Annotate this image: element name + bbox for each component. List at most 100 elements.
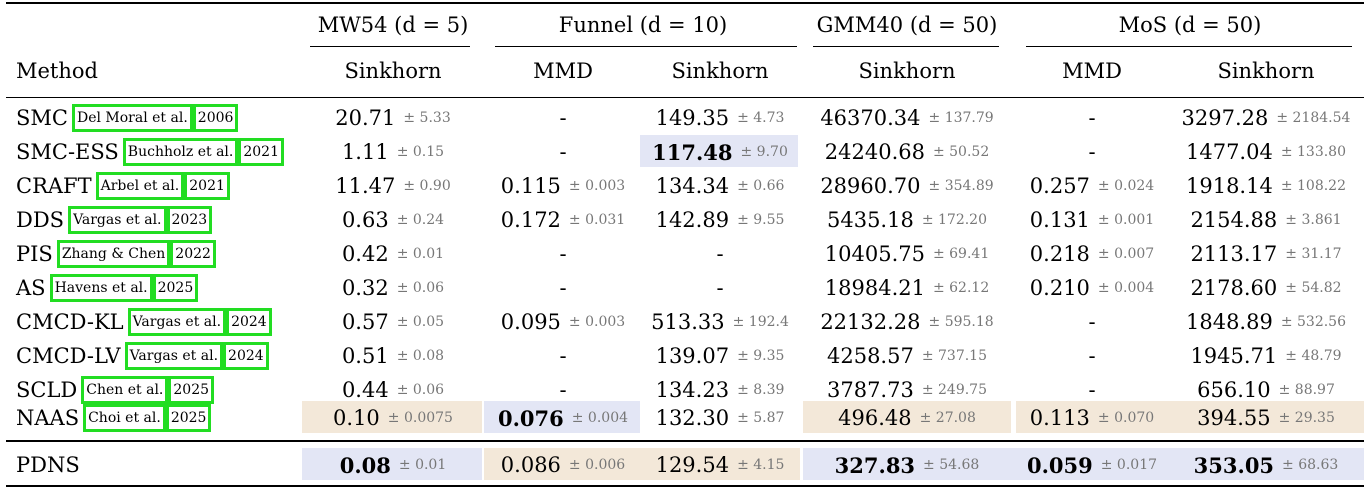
method-name: NAAS (16, 406, 80, 430)
cell-std: ± 31.17 (1285, 246, 1342, 262)
cell-std: ± 0.007 (1097, 246, 1155, 262)
citation-authors-link[interactable]: Del Moral et al. (71, 104, 193, 132)
citation[interactable]: Chen et al. 2025 (81, 376, 215, 404)
method-name: SMC (16, 106, 68, 130)
cell-std: ± 50.52 (932, 144, 990, 160)
row-dds-cell-3: 5435.18 ± 172.20 (800, 203, 1014, 237)
cell-value: - (716, 242, 724, 266)
cell-value: 2178.60 (1190, 276, 1278, 300)
highlight-best (640, 135, 798, 167)
citation-year-link[interactable]: 2021 (184, 172, 230, 200)
subheader-gmm40-sinkhorn: Sinkhorn (858, 59, 956, 83)
cell-std: ± 4.15 (737, 457, 785, 473)
group-title-mw54: MW54 (d = 5) (317, 13, 469, 37)
citation[interactable]: Buchholz et al. 2021 (122, 138, 284, 166)
cell-std: ± 0.90 (403, 178, 451, 194)
row-dds-cell-0: 0.63 ± 0.24 (300, 203, 486, 237)
citation[interactable]: Zhang & Chen 2022 (56, 240, 216, 268)
subheader-mos-mmd: MMD (1062, 59, 1122, 83)
row-cmcd-lv-cell-3: 4258.57 ± 737.15 (800, 339, 1014, 373)
citation-year-link[interactable]: 2025 (168, 376, 215, 404)
citation-year-link[interactable]: 2025 (152, 274, 199, 302)
citation-authors-link[interactable]: Chen et al. (81, 376, 169, 404)
cell-std: ± 737.15 (921, 348, 987, 364)
citation-authors-link[interactable]: Zhang & Chen (56, 240, 171, 268)
row-pis-cell-4: 0.218 ± 0.007 (1016, 237, 1168, 271)
cell-value: 0.44 (341, 378, 389, 402)
cell-std: ± 69.41 (932, 246, 990, 262)
cell-value: 513.33 (651, 310, 725, 334)
citation-authors-link[interactable]: Arbel et al. (95, 172, 185, 200)
cell-std: ± 249.75 (921, 382, 987, 398)
method-label: AS Havens et al. 2025 (16, 271, 199, 305)
bottom-rule (6, 485, 1364, 487)
row-as-cell-1: - (488, 271, 638, 305)
row-pis-cell-2: - (640, 237, 800, 271)
citation-year-link[interactable]: 2025 (165, 404, 212, 432)
citation[interactable]: Choi et al. 2025 (83, 404, 212, 432)
citation-year-link[interactable]: 2022 (170, 240, 216, 268)
row-scld-cell-5: 656.10 ± 88.97 (1168, 373, 1364, 407)
row-cmcd-kl-cell-4: - (1016, 305, 1168, 339)
citation-authors-link[interactable]: Vargas et al. (127, 308, 227, 336)
top-rule (6, 2, 1364, 4)
row-scld-cell-2: 134.23 ± 8.39 (640, 373, 800, 407)
cell-value: - (559, 344, 567, 368)
citation[interactable]: Vargas et al. 2024 (127, 308, 272, 336)
citation-authors-link[interactable]: Vargas et al. (124, 342, 224, 370)
citation-authors-link[interactable]: Buchholz et al. (122, 138, 239, 166)
citation-year-link[interactable]: 2023 (166, 206, 213, 234)
method-name: DDS (16, 208, 65, 232)
cmidrule-gmm40 (813, 46, 999, 47)
cell-std: ± 192.4 (732, 314, 789, 330)
row-cmcd-lv-cell-4: - (1016, 339, 1168, 373)
cell-value: 0.086 (500, 453, 561, 477)
cell-value: - (559, 378, 567, 402)
citation-year-link[interactable]: 2021 (238, 138, 284, 166)
cell-std: ± 0.006 (568, 457, 626, 473)
cell-value: - (559, 106, 567, 130)
citation[interactable]: Arbel et al. 2021 (95, 172, 230, 200)
citation-authors-link[interactable]: Havens et al. (49, 274, 153, 302)
row-pis-cell-3: 10405.75 ± 69.41 (800, 237, 1014, 271)
cell-value: 1848.89 (1185, 310, 1273, 334)
method-label: PDNS (16, 453, 80, 477)
citation-authors-link[interactable]: Choi et al. (83, 404, 166, 432)
cell-std: ± 0.017 (1100, 457, 1158, 473)
row-cmcd-lv-cell-0: 0.51 ± 0.08 (300, 339, 486, 373)
method-name: SMC-ESS (16, 140, 119, 164)
cell-std: ± 3.861 (1285, 212, 1342, 228)
cell-std: ± 68.63 (1282, 457, 1339, 473)
method-label: SMC Del Moral et al. 2006 (16, 101, 239, 135)
method-name: PIS (16, 242, 53, 266)
row-craft-cell-1: 0.115 ± 0.003 (488, 169, 638, 203)
row-cmcd-lv-cell-2: 139.07 ± 9.35 (640, 339, 800, 373)
cell-std: ± 0.003 (568, 314, 626, 330)
citation-year-link[interactable]: 2006 (192, 104, 239, 132)
cell-value: 3297.28 (1181, 106, 1269, 130)
cell-value: 149.35 (655, 106, 730, 130)
method-label: CMCD-KL Vargas et al. 2024 (16, 305, 272, 339)
highlight-second (803, 401, 1011, 433)
row-scld-cell-1: - (488, 373, 638, 407)
citation-year-link[interactable]: 2024 (226, 308, 272, 336)
citation[interactable]: Vargas et al. 2024 (124, 342, 269, 370)
row-craft-cell-4: 0.257 ± 0.024 (1016, 169, 1168, 203)
citation[interactable]: Del Moral et al. 2006 (71, 104, 239, 132)
row-smc-ess-cell-0: 1.11 ± 0.15 (300, 135, 486, 169)
cell-value: 22132.28 (820, 310, 921, 334)
row-smc-ess-cell-5: 1477.04 ± 133.80 (1168, 135, 1364, 169)
row-pdns-cell-5: 353.05 ± 68.63 (1168, 448, 1364, 482)
row-as-cell-5: 2178.60 ± 54.82 (1168, 271, 1364, 305)
citation-authors-link[interactable]: Vargas et al. (68, 206, 167, 234)
row-pdns-cell-0: 0.08 ± 0.01 (300, 448, 486, 482)
method-label: CMCD-LV Vargas et al. 2024 (16, 339, 269, 373)
citation-year-link[interactable]: 2024 (223, 342, 269, 370)
cell-value: - (1088, 106, 1096, 130)
cell-value: - (1088, 310, 1096, 334)
row-craft-cell-3: 28960.70 ± 354.89 (800, 169, 1014, 203)
citation[interactable]: Havens et al. 2025 (49, 274, 199, 302)
row-naas-cell-3: 496.48 ± 27.08 (800, 401, 1014, 435)
cell-value: 0.63 (341, 208, 389, 232)
citation[interactable]: Vargas et al. 2023 (68, 206, 213, 234)
